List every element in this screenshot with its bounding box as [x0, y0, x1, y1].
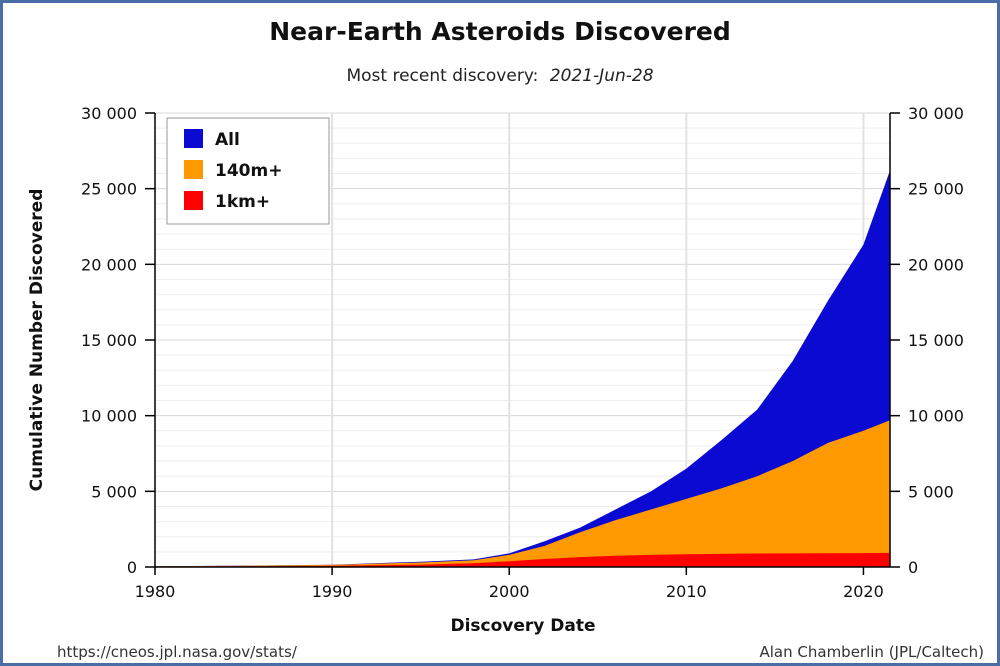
legend-label: 140m+: [215, 161, 282, 181]
subtitle-date: 2021-Jun-28: [550, 66, 654, 86]
x-tick-label: 1980: [135, 582, 176, 601]
legend-label: 1km+: [215, 192, 270, 212]
x-tick-label: 2000: [489, 582, 530, 601]
source-url: https://cneos.jpl.nasa.gov/stats/: [57, 643, 298, 661]
y-tick-label-right: 20 000: [908, 255, 964, 274]
y-tick-label-right: 5 000: [908, 482, 954, 501]
x-tick-label: 2010: [666, 582, 707, 601]
y-tick-label-left: 0: [127, 558, 137, 577]
author-credit: Alan Chamberlin (JPL/Caltech): [760, 643, 985, 661]
legend-swatch: [184, 191, 203, 210]
tick-labels: 0 0 5 000 5 000 10 000 10 000 15 000 15 000 20 0…: [81, 104, 964, 601]
area-series-1km-: [155, 552, 890, 567]
x-tick-label: 1990: [312, 582, 353, 601]
area-series: [155, 170, 890, 568]
legend-label: All: [215, 130, 240, 150]
y-tick-label-right: 10 000: [908, 407, 964, 426]
y-tick-label-left: 30 000: [81, 104, 137, 123]
legend-swatch: [184, 160, 203, 179]
y-tick-label-left: 5 000: [91, 482, 137, 501]
legend-swatch: [184, 129, 203, 148]
x-tick-label: 2020: [843, 582, 884, 601]
subtitle-prefix: Most recent discovery:: [346, 66, 538, 86]
y-tick-label-left: 25 000: [81, 180, 137, 199]
chart-subtitle: Most recent discovery: 2021-Jun-28: [346, 66, 653, 86]
axes: [145, 112, 900, 575]
y-tick-label-right: 15 000: [908, 331, 964, 350]
y-axis-title: Cumulative Number Discovered: [27, 189, 47, 492]
legend: All 140m+ 1km+: [166, 117, 330, 225]
area-series-140m-: [155, 420, 890, 567]
y-tick-label-left: 15 000: [81, 331, 137, 350]
x-axis-title: Discovery Date: [450, 616, 595, 636]
area-series-all: [155, 170, 890, 568]
y-tick-label-left: 20 000: [81, 255, 137, 274]
chart-title: Near-Earth Asteroids Discovered: [269, 17, 731, 46]
y-tick-label-right: 0: [908, 558, 918, 577]
y-tick-label-right: 30 000: [908, 104, 964, 123]
y-tick-label-right: 25 000: [908, 180, 964, 199]
y-tick-label-left: 10 000: [81, 407, 137, 426]
